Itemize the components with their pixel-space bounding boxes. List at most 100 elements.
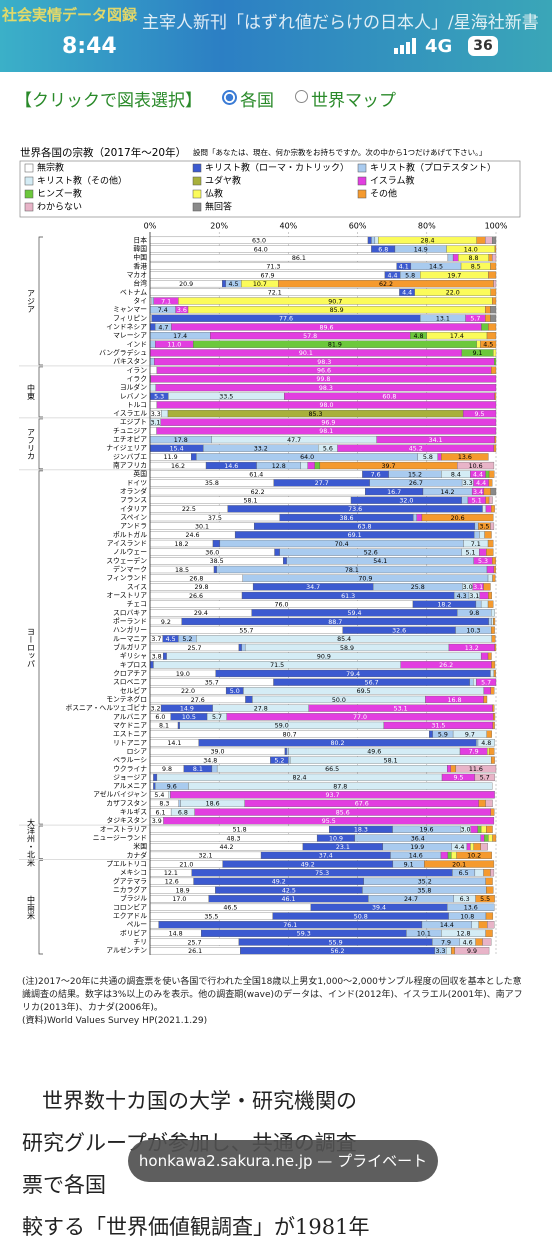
value-label: 5.8 bbox=[405, 272, 415, 279]
bar-segment bbox=[474, 773, 495, 782]
value-label: 15.2 bbox=[408, 472, 422, 479]
bar-segment bbox=[480, 652, 489, 660]
bar-segment bbox=[490, 808, 495, 816]
value-label: 27.8 bbox=[254, 705, 268, 712]
x-tick-label: 20% bbox=[210, 222, 228, 231]
value-label: 35.5 bbox=[204, 913, 218, 920]
bar-segment bbox=[492, 254, 497, 262]
region-bracket bbox=[38, 236, 43, 366]
bar-segment bbox=[484, 834, 489, 842]
value-label: 67.6 bbox=[355, 801, 369, 808]
bar-segment bbox=[153, 773, 158, 782]
bar-segment bbox=[486, 548, 494, 556]
bar-segment bbox=[488, 271, 497, 279]
country-label: メキシコ bbox=[120, 869, 147, 877]
value-label: 3.6 bbox=[177, 307, 187, 314]
value-label: 90.1 bbox=[299, 350, 313, 357]
value-label: 36.4 bbox=[411, 835, 425, 842]
value-label: 8.4 bbox=[451, 472, 461, 479]
value-label: 23.1 bbox=[336, 844, 350, 851]
bar-segment bbox=[493, 565, 496, 574]
value-label: 10.2 bbox=[467, 853, 481, 860]
value-label: 6.3 bbox=[460, 896, 470, 903]
country-label: ジンバブエ bbox=[113, 452, 147, 461]
bar-segment bbox=[153, 782, 156, 790]
country-label: オーストラリア bbox=[100, 825, 147, 833]
x-tick-label: 80% bbox=[418, 222, 436, 231]
value-label: 34.8 bbox=[203, 757, 217, 764]
bar-segment bbox=[493, 713, 496, 721]
value-label: 14.8 bbox=[169, 931, 183, 938]
value-label: 7.4 bbox=[158, 307, 168, 314]
bar-segment bbox=[484, 531, 492, 539]
value-label: 3.7 bbox=[151, 636, 161, 643]
value-label: 12.8 bbox=[456, 931, 470, 938]
value-label: 58.1 bbox=[384, 757, 398, 764]
bar-segment bbox=[371, 236, 376, 244]
bar-segment bbox=[488, 479, 493, 487]
value-label: 49.2 bbox=[272, 879, 286, 886]
bar-segment bbox=[454, 947, 490, 955]
country-label: イスラエル bbox=[113, 410, 147, 418]
value-label: 12.1 bbox=[164, 870, 178, 877]
bar-segment bbox=[485, 496, 490, 504]
bar-segment bbox=[149, 782, 154, 790]
value-label: 9.2 bbox=[161, 619, 171, 626]
bar-segment bbox=[421, 513, 494, 522]
value-label: 30.1 bbox=[195, 523, 209, 530]
bar-segment bbox=[494, 392, 497, 400]
value-label: 3.8 bbox=[152, 653, 162, 660]
country-label: イラク bbox=[127, 375, 147, 383]
value-label: 19.6 bbox=[419, 827, 433, 834]
bar-segment bbox=[283, 557, 287, 565]
bar-segment bbox=[486, 565, 495, 574]
radio-selected[interactable] bbox=[222, 90, 237, 105]
value-label: 59.3 bbox=[297, 931, 311, 938]
country-label: エクアドル bbox=[113, 912, 147, 920]
value-label: 64.0 bbox=[300, 454, 314, 461]
value-label: 5.3 bbox=[154, 394, 164, 401]
bar-segment bbox=[466, 843, 471, 851]
legend-label: キリスト教（ローマ・カトリック） bbox=[205, 162, 349, 174]
country-label: チェコ bbox=[127, 600, 147, 608]
bar-segment bbox=[491, 609, 495, 617]
bar-segment bbox=[482, 938, 492, 946]
value-label: 13.2 bbox=[465, 645, 479, 652]
value-label: 19.0 bbox=[176, 671, 190, 678]
value-label: 18.3 bbox=[354, 827, 368, 834]
bar-segment bbox=[483, 695, 488, 704]
radio[interactable] bbox=[295, 90, 308, 103]
signal-icon bbox=[394, 38, 416, 54]
country-label: 台湾 bbox=[133, 279, 147, 288]
bar-segment bbox=[487, 652, 492, 660]
bar-segment bbox=[491, 756, 495, 764]
bar-segment bbox=[491, 505, 495, 513]
value-label: 66.5 bbox=[325, 766, 339, 773]
country-label: スイス bbox=[127, 583, 147, 591]
value-label: 3.0 bbox=[461, 827, 471, 834]
option[interactable]: 世界マップ bbox=[311, 91, 396, 111]
bar-segment bbox=[473, 843, 481, 851]
bar-segment bbox=[480, 825, 487, 834]
body-line: 票で各国 bbox=[22, 1173, 106, 1197]
value-label: 44.2 bbox=[219, 844, 233, 851]
legend-swatch bbox=[24, 189, 34, 199]
value-label: 22.5 bbox=[182, 506, 196, 513]
value-label: 19.7 bbox=[447, 272, 461, 279]
bar-segment bbox=[493, 617, 496, 626]
bar-segment bbox=[424, 860, 495, 868]
value-label: 7.6 bbox=[371, 472, 381, 479]
bar-segment bbox=[481, 323, 489, 331]
chart-subtitle: 設問「あなたは、現在、何か宗教をお持ちですか。次の中から1つだけあげて下さい。」 bbox=[193, 147, 486, 157]
url-bar[interactable]: honkawa2.sakura.ne.jp — プライベート bbox=[128, 1140, 438, 1182]
value-label: 3.1 bbox=[473, 584, 483, 591]
value-label: 53.1 bbox=[394, 705, 408, 712]
legend-label: 仏教 bbox=[205, 188, 223, 200]
value-label: 4.5 bbox=[483, 342, 493, 349]
value-label: 24.7 bbox=[404, 896, 418, 903]
value-label: 8.1 bbox=[193, 766, 203, 773]
value-label: 77.6 bbox=[279, 316, 293, 323]
x-tick-label: 40% bbox=[280, 222, 298, 231]
value-label: 11.0 bbox=[167, 342, 181, 349]
option[interactable]: 各国 bbox=[240, 91, 274, 111]
